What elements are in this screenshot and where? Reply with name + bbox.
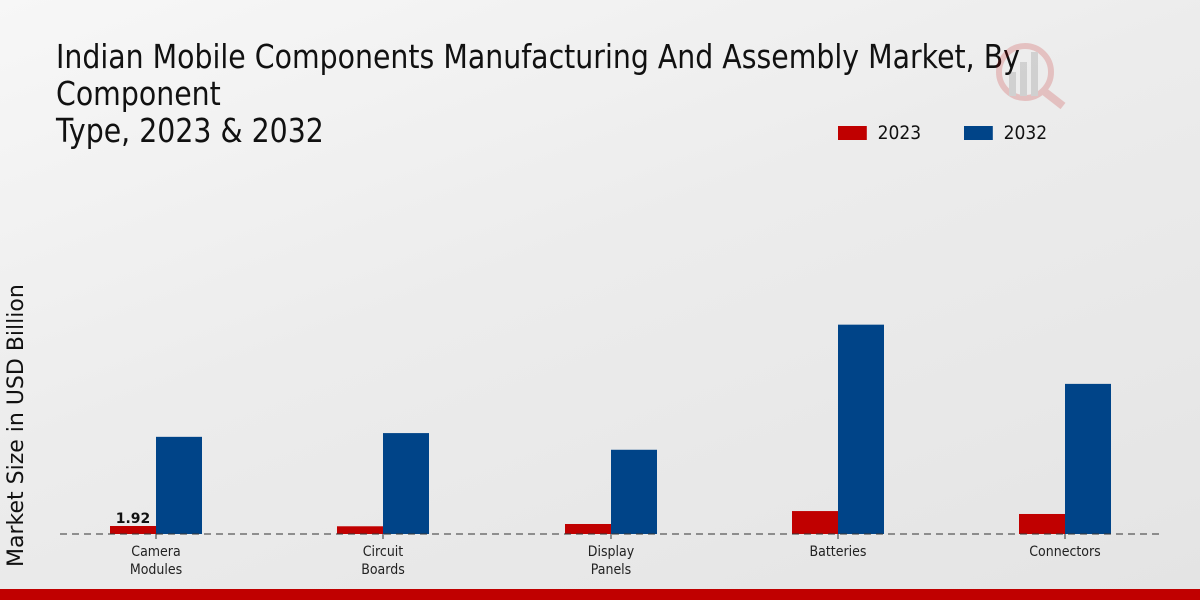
data-label: 1.92 (116, 511, 151, 527)
legend-item-2032: 2032 (964, 122, 1047, 144)
bar-2023 (110, 525, 156, 534)
x-tick-label: Camera Modules (130, 544, 182, 578)
bar-2032 (838, 324, 884, 534)
legend-label-2023: 2023 (877, 122, 922, 144)
bar-2032 (156, 436, 202, 534)
bar-2032 (383, 433, 429, 534)
bar-2023 (565, 523, 611, 534)
legend: 2023 2032 (838, 122, 1091, 144)
x-tick-label: Display Panels (588, 544, 634, 578)
chart-title: Indian Mobile Components Manufacturing A… (56, 37, 1020, 150)
x-tick-label: Connectors (1029, 544, 1101, 560)
x-tick-label: Batteries (810, 544, 867, 560)
legend-item-2023: 2023 (838, 122, 921, 144)
bar-2023 (337, 526, 383, 534)
bar-2023 (792, 511, 838, 534)
legend-swatch-2032 (964, 126, 994, 140)
bar-2023 (1019, 513, 1065, 534)
footer-bar (0, 589, 1200, 600)
bar-2032 (611, 449, 657, 534)
logo-watermark-icon (995, 42, 1075, 116)
x-tick-label: Circuit Boards (361, 544, 405, 578)
legend-label-2032: 2032 (1003, 122, 1048, 144)
legend-swatch-2023 (838, 126, 867, 140)
bar-2032 (1065, 383, 1111, 534)
